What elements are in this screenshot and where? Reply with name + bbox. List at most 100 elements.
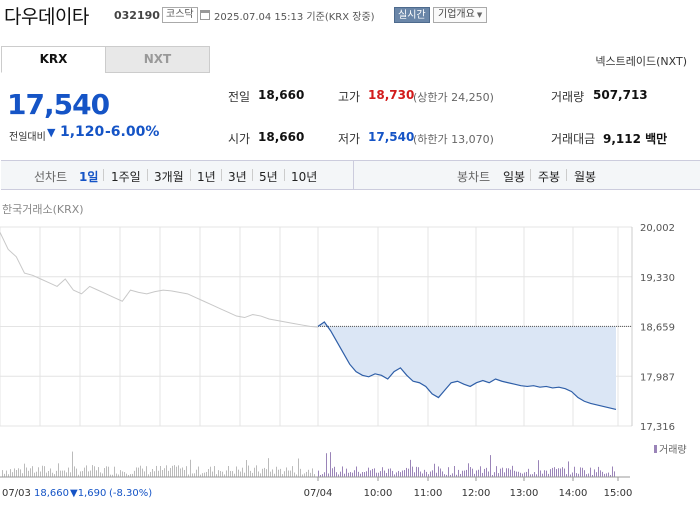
volume-bar <box>252 472 253 477</box>
volume-bar <box>106 466 107 477</box>
volume-bar <box>510 469 511 477</box>
quote-datetime: 2025.07.04 15:13 기준(KRX 장중) <box>214 12 375 23</box>
volume-bar <box>102 473 103 477</box>
volume-bar <box>452 473 453 477</box>
candle-weekly[interactable]: 주봉 <box>538 170 561 184</box>
period-1w[interactable]: 1주일 <box>111 170 141 184</box>
candle-chart-label: 봉차트 <box>457 170 491 184</box>
x-tick-label: 11:00 <box>414 488 443 499</box>
volume-bar <box>446 474 447 477</box>
period-3m[interactable]: 3개월 <box>154 170 184 184</box>
volume-bar <box>608 472 609 477</box>
volume-bar <box>8 474 9 477</box>
volume-bar <box>128 474 129 477</box>
volume-bar <box>68 467 69 477</box>
volume-bar <box>436 472 437 477</box>
volume-bar <box>548 473 549 477</box>
y-tick-label: 20,002 <box>640 223 675 234</box>
volume-bar <box>266 469 267 477</box>
volume-bar <box>174 465 175 477</box>
volume-bar <box>58 463 59 477</box>
open-label: 시가 <box>228 132 251 146</box>
volume-bar <box>572 472 573 477</box>
candle-daily[interactable]: 일봉 <box>503 170 526 184</box>
volume-bar <box>124 472 125 477</box>
volume-bar <box>488 471 489 477</box>
volume-bar <box>116 473 117 477</box>
tab-krx[interactable]: KRX <box>1 46 106 73</box>
volume-bar <box>310 472 311 477</box>
volume-bar <box>226 470 227 477</box>
header: 다우데이타 032190 코스닥 2025.07.04 15:13 기준(KRX… <box>0 0 700 32</box>
volume-bar <box>238 469 239 477</box>
calendar-icon <box>200 10 210 20</box>
low-label: 저가 <box>338 132 361 146</box>
volume-bar <box>156 465 157 477</box>
period-5y[interactable]: 5년 <box>259 170 278 184</box>
volume-bar <box>166 465 167 477</box>
volume-bar <box>234 473 235 477</box>
realtime-button[interactable]: 실시간 <box>394 7 430 23</box>
volume-bar <box>28 470 29 477</box>
volume-bar <box>466 469 467 477</box>
candle-monthly[interactable]: 월봉 <box>574 170 597 184</box>
volume-bar <box>562 467 563 477</box>
volume-bar <box>468 463 469 477</box>
volume-bar <box>220 470 221 477</box>
volume-bar <box>312 468 313 477</box>
volume-bar <box>140 465 141 477</box>
volume-label: 거래량 <box>551 90 585 104</box>
tab-nxt[interactable]: NXT <box>105 46 210 73</box>
volume-bar <box>134 470 135 477</box>
volume-bar <box>218 470 219 477</box>
volume-bar <box>388 468 389 477</box>
volume-bar <box>382 467 383 477</box>
volume-bar <box>40 471 41 477</box>
volume-bar <box>602 471 603 477</box>
period-10y[interactable]: 10년 <box>291 170 318 184</box>
volume-bar <box>88 471 89 477</box>
volume-bar <box>604 473 605 477</box>
volume-bar <box>480 466 481 477</box>
volume-bar <box>270 471 271 477</box>
period-1y[interactable]: 1년 <box>197 170 216 184</box>
volume-bar <box>538 460 539 477</box>
volume-bar <box>200 474 201 477</box>
x-tick-label: 15:00 <box>604 488 633 499</box>
volume-bar <box>428 474 429 477</box>
volume-bar <box>530 474 531 477</box>
company-overview-button[interactable]: 기업개요 ▼ <box>433 7 488 23</box>
separator <box>190 169 191 181</box>
volume-bar <box>170 467 171 477</box>
volume-bar <box>148 474 149 477</box>
period-3y[interactable]: 3년 <box>228 170 247 184</box>
volume-bar <box>118 474 119 477</box>
price-chart[interactable]: 20,002 19,330 18,659 17,987 17,316 거래량 07/04… <box>0 200 700 515</box>
volume-bar <box>552 467 553 477</box>
volume-bar <box>362 472 363 477</box>
volume-bar <box>308 469 309 477</box>
period-1d[interactable]: 1일 <box>79 170 99 184</box>
volume-bar <box>346 468 347 477</box>
volume-bar <box>486 467 487 477</box>
volume-bar <box>84 467 85 477</box>
volume-bar <box>408 468 409 477</box>
volume-bar <box>320 474 321 477</box>
volume-bar <box>342 466 343 477</box>
volume-bar <box>490 455 491 477</box>
volume-bar <box>366 471 367 477</box>
volume-bar <box>288 470 289 477</box>
volume-bar <box>42 465 43 477</box>
volume-bar <box>516 471 517 477</box>
volume-bar <box>566 474 567 477</box>
nextrade-link[interactable]: 넥스트레이드(NXT) <box>595 55 687 68</box>
volume-bar <box>18 468 19 477</box>
volume-bar <box>274 473 275 477</box>
volume-bar <box>518 471 519 477</box>
volume-bar <box>434 463 435 477</box>
volume-bar <box>586 474 587 477</box>
low-value: 17,540 <box>368 130 415 144</box>
volume-bar <box>592 474 593 477</box>
volume-bar <box>416 466 417 477</box>
volume-bar <box>76 468 77 477</box>
